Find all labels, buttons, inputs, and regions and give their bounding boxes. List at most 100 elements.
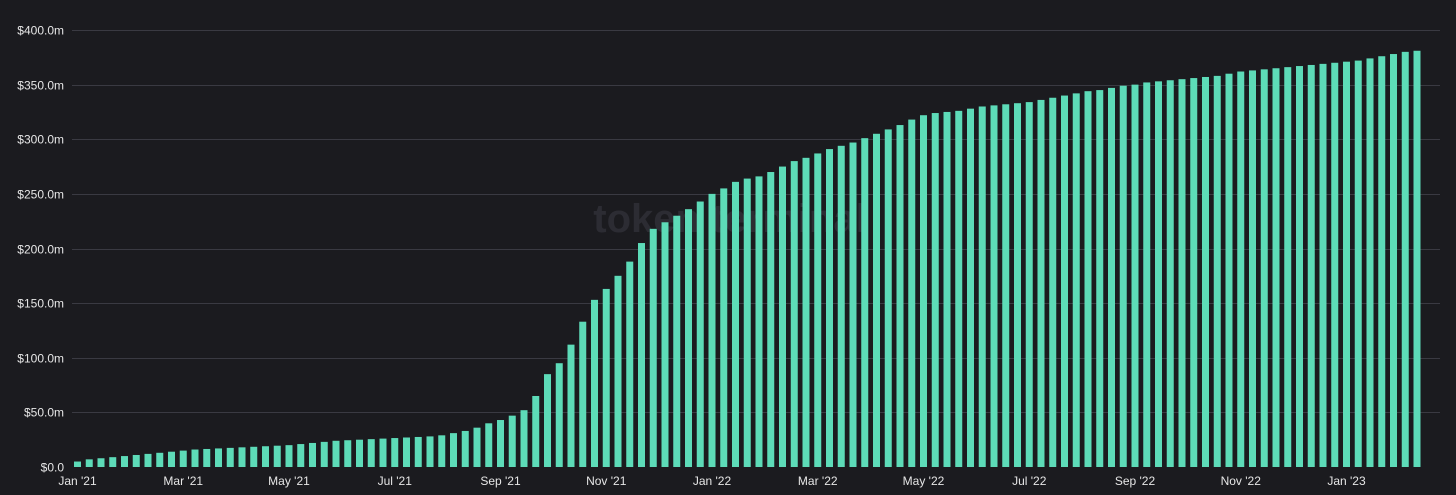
bar[interactable] — [309, 442, 316, 467]
bar[interactable] — [1155, 81, 1162, 467]
bar[interactable] — [1296, 66, 1303, 468]
bar[interactable] — [1260, 69, 1268, 467]
bar[interactable] — [97, 458, 105, 467]
bar[interactable] — [873, 133, 880, 468]
bar[interactable] — [720, 188, 728, 467]
bar[interactable] — [1307, 64, 1315, 468]
bar[interactable] — [626, 261, 634, 467]
bar[interactable] — [450, 433, 457, 467]
bar[interactable] — [403, 437, 410, 468]
bar[interactable] — [931, 113, 939, 467]
bar[interactable] — [1072, 93, 1080, 468]
bar[interactable] — [238, 447, 246, 467]
bar[interactable] — [508, 415, 516, 467]
bar[interactable] — [414, 436, 422, 467]
bar[interactable] — [943, 111, 951, 467]
bar[interactable] — [367, 439, 375, 467]
bar[interactable] — [1190, 78, 1198, 467]
bar[interactable] — [1049, 97, 1057, 468]
bar[interactable] — [955, 110, 963, 467]
bar[interactable] — [1061, 95, 1068, 468]
bar[interactable] — [1084, 91, 1092, 468]
bar[interactable] — [779, 166, 786, 467]
bar[interactable] — [344, 440, 352, 467]
bar[interactable] — [485, 423, 493, 467]
bar[interactable] — [1131, 84, 1139, 468]
bar[interactable] — [579, 321, 587, 467]
bar[interactable] — [109, 457, 117, 467]
bar[interactable] — [391, 438, 399, 467]
bar[interactable] — [990, 105, 998, 467]
bar[interactable] — [144, 453, 152, 467]
bar[interactable] — [920, 115, 927, 468]
bar[interactable] — [426, 436, 434, 467]
bar[interactable] — [461, 430, 469, 467]
bar[interactable] — [226, 447, 234, 467]
bar[interactable] — [1108, 87, 1115, 468]
bar[interactable] — [638, 243, 645, 467]
bar[interactable] — [356, 439, 363, 467]
bar[interactable] — [1237, 71, 1245, 467]
bar[interactable] — [967, 108, 974, 467]
bar[interactable] — [696, 201, 704, 467]
bar[interactable] — [132, 454, 140, 467]
bar[interactable] — [1096, 90, 1104, 467]
bar[interactable] — [602, 288, 610, 467]
bar[interactable] — [438, 435, 446, 467]
bar[interactable] — [673, 215, 681, 467]
bar[interactable] — [156, 452, 164, 467]
bar[interactable] — [790, 161, 798, 467]
bar[interactable] — [1413, 50, 1421, 467]
bar[interactable] — [285, 445, 293, 467]
bar[interactable] — [1014, 103, 1021, 467]
bar[interactable] — [1119, 85, 1127, 467]
bar[interactable] — [1213, 75, 1221, 467]
bar[interactable] — [1272, 68, 1280, 468]
bar[interactable] — [826, 149, 833, 467]
bar[interactable] — [215, 448, 222, 467]
bar[interactable] — [497, 420, 504, 467]
bar[interactable] — [250, 446, 258, 467]
bar[interactable] — [743, 178, 751, 467]
bar[interactable] — [767, 172, 775, 467]
bar[interactable] — [262, 446, 269, 467]
bar[interactable] — [614, 275, 622, 467]
bar[interactable] — [121, 456, 128, 467]
bar[interactable] — [837, 145, 845, 467]
bar[interactable] — [1178, 79, 1186, 467]
bar[interactable] — [74, 461, 81, 467]
bar[interactable] — [896, 125, 904, 468]
bar[interactable] — [473, 427, 481, 467]
bar[interactable] — [1037, 99, 1045, 468]
bar[interactable] — [555, 363, 563, 467]
bar[interactable] — [849, 142, 857, 467]
bar[interactable] — [320, 441, 328, 467]
bar[interactable] — [1166, 80, 1174, 467]
bar[interactable] — [708, 193, 716, 468]
bar[interactable] — [179, 450, 187, 467]
bar[interactable] — [379, 438, 387, 467]
bar[interactable] — [1390, 54, 1397, 467]
bar[interactable] — [1025, 102, 1033, 468]
bar[interactable] — [908, 119, 916, 467]
bar[interactable] — [649, 228, 657, 467]
bar[interactable] — [567, 344, 575, 467]
bar[interactable] — [978, 106, 986, 467]
bar[interactable] — [1401, 51, 1409, 467]
bar[interactable] — [168, 451, 175, 467]
bar[interactable] — [861, 138, 869, 467]
bar[interactable] — [1366, 58, 1374, 468]
bar[interactable] — [332, 440, 340, 467]
bar[interactable] — [1331, 62, 1339, 468]
bar[interactable] — [755, 176, 763, 467]
bar[interactable] — [1225, 73, 1233, 467]
bar[interactable] — [591, 299, 598, 467]
bar[interactable] — [1202, 76, 1209, 467]
bar[interactable] — [1319, 63, 1327, 468]
bar[interactable] — [191, 449, 199, 467]
bar[interactable] — [1002, 104, 1010, 467]
bar[interactable] — [203, 448, 211, 467]
bar[interactable] — [1354, 60, 1362, 468]
bar[interactable] — [520, 410, 528, 467]
bar[interactable] — [273, 445, 281, 467]
